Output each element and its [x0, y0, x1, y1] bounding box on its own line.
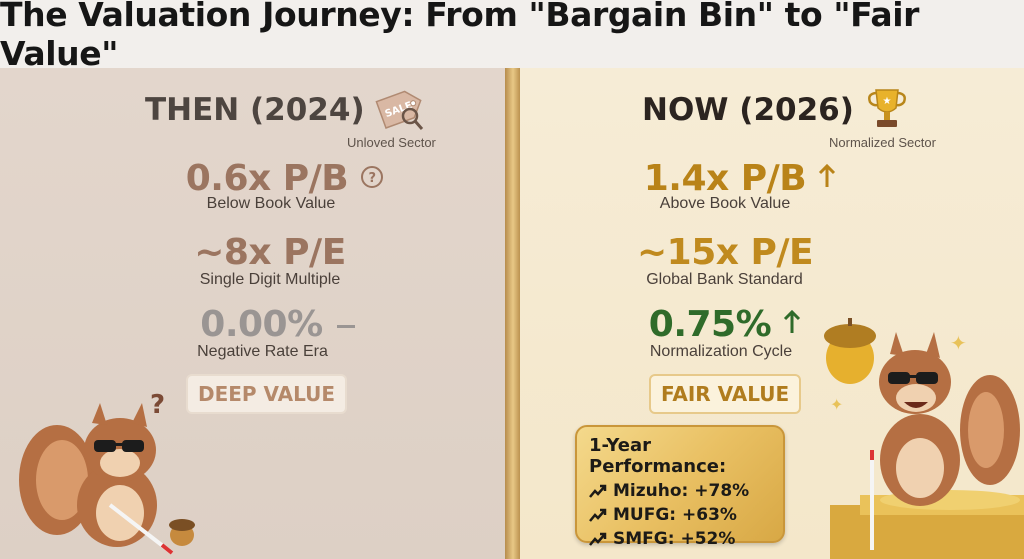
- performance-row: MUFG: +63%: [589, 503, 771, 527]
- then-pb-text: 0.6x P/B: [185, 158, 349, 199]
- question-icon: ?: [361, 166, 384, 188]
- gold-divider: [505, 68, 521, 559]
- up-arrow-icon: [784, 309, 801, 333]
- fair-value-badge: FAIR VALUE: [649, 374, 802, 414]
- now-rate-value: 0.75%: [640, 304, 810, 345]
- performance-row: SMFG: +52%: [589, 527, 771, 551]
- now-pe-label: Global Bank Standard: [646, 271, 803, 288]
- now-metric-pe: ~15x P/E Global Bank Standard: [637, 232, 814, 289]
- trend-up-icon: [589, 484, 607, 498]
- svg-text:★: ★: [883, 96, 892, 107]
- sale-tag-icon: SALE: [375, 90, 424, 130]
- then-metric-pb: 0.6x P/B ? Below Book Value: [160, 158, 410, 213]
- svg-text:?: ?: [369, 171, 376, 186]
- performance-box: 1-Year Performance: Mizuho: +78% MUFG: +…: [575, 425, 785, 549]
- question-mark-icon: ?: [150, 390, 165, 420]
- then-tag: Unloved Sector: [347, 135, 436, 150]
- sparkle-icon: ✦: [830, 397, 843, 414]
- performance-row-text: SMFG: +52%: [613, 529, 736, 549]
- then-pb-label: Below Book Value: [206, 195, 336, 212]
- then-rate-value: 0.00%: [180, 304, 375, 345]
- performance-title: 1-Year Performance:: [589, 435, 727, 477]
- dash-icon: [336, 324, 355, 328]
- trend-up-icon: [589, 508, 607, 522]
- now-pb-label: Above Book Value: [659, 195, 791, 212]
- then-metric-rate: 0.00% Negative Rate Era: [180, 304, 375, 361]
- now-metric-pb: 1.4x P/B Above Book Value: [640, 158, 840, 213]
- then-pe-value: ~8x P/E: [194, 232, 346, 273]
- performance-row: Mizuho: +78%: [589, 479, 771, 503]
- trend-up-icon: [589, 532, 607, 546]
- sparkle-icon: ✦: [950, 333, 967, 355]
- then-heading: THEN (2024): [145, 92, 365, 128]
- now-tag: Normalized Sector: [829, 135, 936, 150]
- happy-squirrel-illustration: ✦ ✦ ✦: [824, 318, 1024, 559]
- now-pb-value: 1.4x P/B: [640, 158, 840, 199]
- then-metric-pe: ~8x P/E Single Digit Multiple: [155, 232, 385, 289]
- performance-row-text: MUFG: +63%: [613, 505, 737, 525]
- then-rate-label: Negative Rate Era: [197, 343, 328, 360]
- now-pe-value: ~15x P/E: [637, 232, 814, 273]
- now-rate-label: Normalization Cycle: [649, 343, 793, 360]
- now-metric-rate: 0.75% Normalization Cycle: [640, 304, 810, 361]
- performance-row-text: Mizuho: +78%: [613, 481, 750, 501]
- deep-value-badge: DEEP VALUE: [186, 374, 348, 414]
- then-pe-label: Single Digit Multiple: [199, 271, 341, 288]
- trophy-icon: ★: [868, 89, 906, 127]
- up-arrow-icon: [819, 163, 836, 187]
- then-pb-value: 0.6x P/B ?: [160, 158, 410, 199]
- now-pb-text: 1.4x P/B: [643, 158, 807, 199]
- page-title: The Valuation Journey: From "Bargain Bin…: [0, 0, 920, 73]
- now-rate-text: 0.75%: [648, 304, 772, 345]
- title-bar: The Valuation Journey: From "Bargain Bin…: [0, 0, 1024, 73]
- sad-squirrel-illustration: ?: [19, 390, 195, 555]
- then-rate-text: 0.00%: [200, 304, 323, 345]
- now-heading: NOW (2026): [642, 92, 854, 128]
